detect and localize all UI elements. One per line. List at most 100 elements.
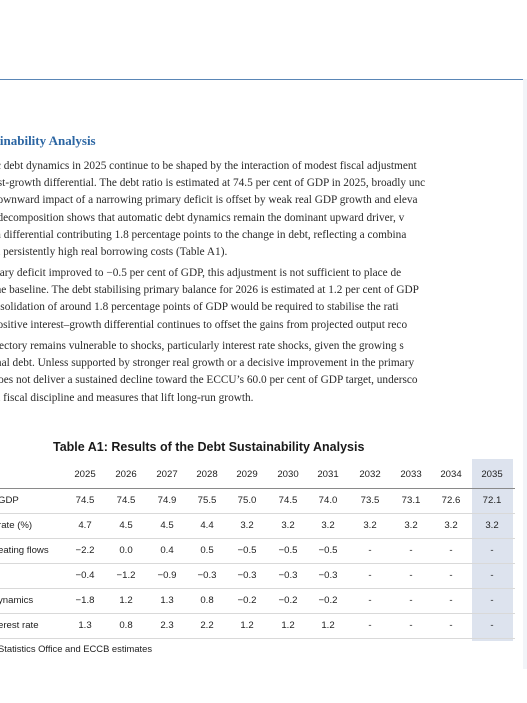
highlight-column: [472, 459, 513, 641]
year-header: 2033: [400, 469, 422, 480]
table-cell: 0.4: [160, 545, 174, 556]
table-cell: -: [368, 545, 372, 556]
table-row: erest rate 1.3 0.8 2.3 2.2 1.2 1.2 1.2 - - - -: [0, 614, 515, 638]
page-edge: [523, 79, 527, 669]
table-cell: 1.2: [281, 620, 295, 631]
table-cell: -: [449, 595, 453, 606]
row-label: GDP: [0, 495, 19, 506]
row-divider: [0, 588, 515, 589]
table-cell: 0.5: [200, 545, 214, 556]
paragraph-line: and persistently high real borrowing cos…: [0, 246, 228, 259]
table-cell: −0.2: [237, 595, 257, 606]
table-cell: 1.2: [119, 595, 133, 606]
table-cell: −0.3: [237, 570, 257, 581]
table-cell: −1.8: [75, 595, 95, 606]
year-header: 2025: [74, 469, 96, 480]
dsa-results-table: 2025 2026 2027 2028 2029 2030 2031 2032 2033 2034…: [0, 459, 515, 641]
table-row: ynamics −1.8 1.2 1.3 0.8 −0.2 −0.2 −0.2 - - - -: [0, 589, 515, 613]
year-header: 2035: [481, 469, 503, 480]
sub-heading: stainability Analysis: [0, 133, 96, 148]
paragraph-1: blic debt dynamics in 2025 continue to b…: [0, 158, 527, 261]
table-cell: −0.5: [237, 545, 257, 556]
table-cell: 75.0: [237, 495, 257, 506]
table-cell: 74.5: [116, 495, 136, 506]
table-cell: 3.2: [444, 520, 458, 531]
paragraph-line: h does not deliver a sustained decline t…: [0, 374, 418, 387]
table-cell: −0.2: [278, 595, 298, 606]
table-cell: 3.2: [321, 520, 335, 531]
table-cell: 0.8: [119, 620, 133, 631]
table-cell: -: [368, 595, 372, 606]
table-cell: 74.5: [278, 495, 298, 506]
table-cell: 74.9: [157, 495, 177, 506]
table-header-row: 2025 2026 2027 2028 2029 2030 2031 2032 2033 2034…: [0, 463, 515, 487]
year-header: 2030: [277, 469, 299, 480]
table-cell: -: [409, 595, 413, 606]
paragraph-line: rimary deficit improved to −0.5 per cent…: [0, 267, 402, 279]
paragraph-line: e downward impact of a narrowing primary…: [0, 194, 418, 207]
table-cell: −0.9: [157, 570, 177, 581]
table-cell: -: [449, 545, 453, 556]
row-label: ynamics: [0, 595, 34, 606]
year-header: 2027: [156, 469, 178, 480]
paragraph-line: ternal debt. Unless supported by stronge…: [0, 357, 415, 370]
table-cell: -: [490, 620, 494, 631]
table-cell: 74.0: [318, 495, 338, 506]
table-cell: −0.2: [318, 595, 338, 606]
table-cell: −2.2: [75, 545, 95, 556]
table-cell: 1.2: [321, 620, 335, 631]
row-divider: [0, 638, 515, 639]
table-cell: 72.1: [482, 495, 502, 506]
year-header: 2032: [359, 469, 381, 480]
table-source-note: Statistics Office and ECCB estimates: [0, 643, 153, 654]
table-cell: 3.2: [485, 520, 499, 531]
table-cell: −0.5: [278, 545, 298, 556]
table-cell: −0.3: [278, 570, 298, 581]
row-label: erest rate: [0, 620, 39, 631]
table-row: −0.4 −1.2 −0.9 −0.3 −0.3 −0.3 −0.3 - - - -: [0, 564, 515, 588]
table-cell: 74.5: [75, 495, 95, 506]
table-cell: 2.2: [200, 620, 214, 631]
table-cell: -: [490, 570, 494, 581]
table-cell: 73.1: [401, 495, 421, 506]
paragraph-3: trajectory remains vulnerable to shocks,…: [0, 338, 527, 407]
paragraph-line: e positive interest–growth differential …: [0, 318, 408, 331]
table-cell: 0.0: [119, 545, 133, 556]
table-row: rate (%) 4.7 4.5 4.5 4.4 3.2 3.2 3.2 3.2 3.2 3.2 3.…: [0, 514, 515, 538]
row-divider: [0, 513, 515, 514]
table-cell: −0.4: [75, 570, 95, 581]
table-cell: -: [368, 570, 372, 581]
table-row: eating flows −2.2 0.0 0.4 0.5 −0.5 −0.5 −0.5 - - -…: [0, 539, 515, 563]
row-label: rate (%): [0, 520, 33, 531]
table-cell: 72.6: [441, 495, 461, 506]
paragraph-line: trajectory remains vulnerable to shocks,…: [0, 340, 404, 352]
table-cell: 2.3: [160, 620, 174, 631]
table-cell: 4.5: [119, 520, 133, 531]
year-header: 2031: [317, 469, 339, 480]
row-divider: [0, 538, 515, 539]
row-divider: [0, 563, 515, 564]
table-cell: −0.3: [318, 570, 338, 581]
paragraph-line: wth differential contributing 1.8 percen…: [0, 228, 407, 241]
table-cell: 4.7: [78, 520, 92, 531]
table-cell: -: [368, 620, 372, 631]
table-cell: 4.4: [200, 520, 214, 531]
table-cell: 73.5: [360, 495, 380, 506]
table-row: GDP 74.5 74.5 74.9 75.5 75.0 74.5 74.0 73.5 73.1 7…: [0, 489, 515, 513]
table-cell: -: [490, 595, 494, 606]
year-header: 2028: [196, 469, 218, 480]
paragraph-line: consolidation of around 1.8 percentage p…: [0, 301, 399, 314]
table-cell: -: [449, 570, 453, 581]
table-cell: 3.2: [240, 520, 254, 531]
table-cell: −0.3: [197, 570, 217, 581]
table-cell: -: [409, 545, 413, 556]
table-cell: -: [409, 620, 413, 631]
year-header: 2026: [115, 469, 137, 480]
table-cell: 1.3: [78, 620, 92, 631]
top-rule: [0, 79, 527, 80]
table-cell: 3.2: [363, 520, 377, 531]
paragraph-line: erest-growth differential. The debt rati…: [0, 177, 426, 190]
table-cell: −0.5: [318, 545, 338, 556]
year-header: 2034: [440, 469, 462, 480]
table-cell: 75.5: [197, 495, 217, 506]
